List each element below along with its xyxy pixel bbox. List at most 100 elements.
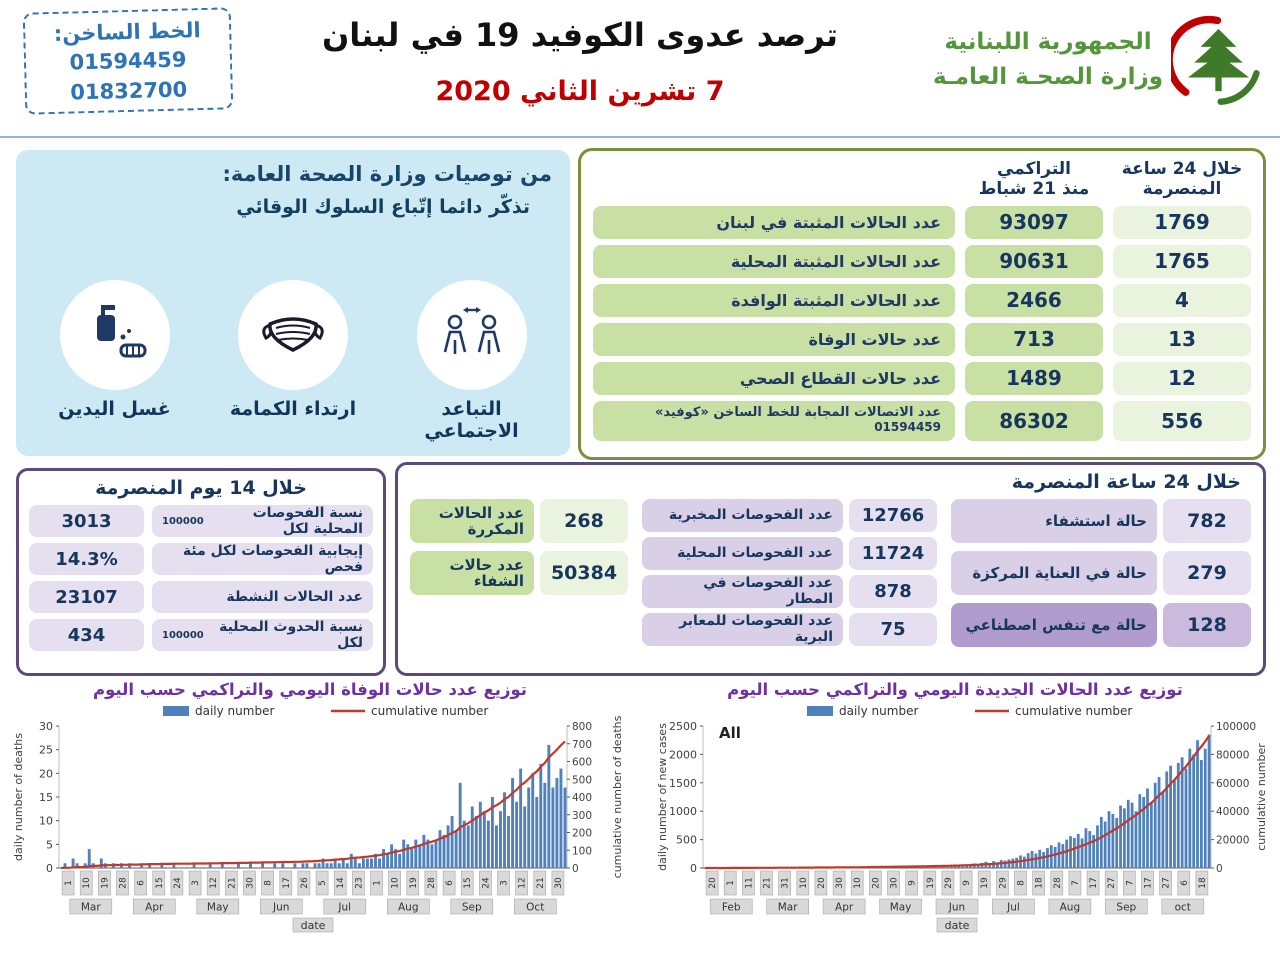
svg-text:Oct: Oct [526, 902, 544, 914]
row-label: عدد الحالات المثبتة الوافدة [593, 283, 955, 317]
last-24-hours-box: خلال 24 ساعة المنصرمة 782 حالة استشفاء 2… [395, 462, 1266, 676]
svg-text:1: 1 [726, 880, 736, 886]
stat-value: 279 [1163, 551, 1251, 595]
stat-value: 268 [540, 499, 628, 543]
stat-value: 50384 [540, 551, 628, 595]
recommendations-icons: غسل اليدين ارتداء الكمامة [16, 280, 570, 442]
stat-row: 128 حالة مع تنفس اصطناعي [951, 603, 1251, 647]
value-24h: 556 [1113, 400, 1251, 441]
svg-text:Jul: Jul [1006, 902, 1020, 914]
svg-text:0: 0 [690, 862, 697, 875]
stat-value: 128 [1163, 603, 1251, 647]
distancing-circle [416, 280, 527, 390]
last-14-days-box: خلال 14 يوم المنصرمة نسبة الفحوصات المحل… [16, 468, 386, 676]
svg-text:1: 1 [373, 880, 383, 886]
svg-text:8: 8 [264, 880, 274, 886]
last-14-days-title: خلال 14 يوم المنصرمة [95, 477, 307, 499]
svg-text:30: 30 [835, 877, 845, 889]
stat-value: 3013 [29, 505, 144, 537]
svg-text:6: 6 [137, 880, 147, 886]
svg-text:19: 19 [926, 877, 936, 889]
stat-value: 14.3% [29, 543, 144, 575]
svg-text:17: 17 [1144, 877, 1154, 888]
svg-text:24: 24 [481, 877, 491, 889]
svg-text:30: 30 [39, 720, 53, 733]
svg-text:30: 30 [890, 877, 900, 889]
stat-label: نسبة الفحوصات المحلية لكل 100000 [152, 505, 373, 537]
svg-text:18: 18 [1198, 877, 1208, 889]
stat-label: حالة في العناية المركزة [951, 551, 1157, 595]
svg-text:500: 500 [572, 774, 592, 786]
svg-text:May: May [890, 902, 912, 914]
svg-text:All: All [719, 724, 741, 742]
hotline-title: الخط الساخن: [53, 18, 201, 46]
recovery-group: 268 عدد الحالات المكررة 50384 عدد حالات … [410, 499, 628, 595]
svg-text:Jul: Jul [337, 902, 351, 914]
hotline-number-2: 01832700 [70, 77, 188, 105]
svg-text:500: 500 [676, 834, 697, 847]
svg-text:700: 700 [572, 739, 592, 751]
stat-value: 75 [849, 613, 937, 646]
stat-label: عدد الحالات النشطة [152, 581, 373, 613]
svg-text:15: 15 [463, 877, 473, 888]
svg-text:12: 12 [518, 877, 528, 888]
value-cumulative: 93097 [965, 205, 1103, 239]
last-24-hours-body: 782 حالة استشفاء 279 حالة في العناية الم… [410, 499, 1251, 647]
row-label: عدد حالات الوفاة [593, 322, 955, 356]
hospitalization-group: 782 حالة استشفاء 279 حالة في العناية الم… [951, 499, 1251, 647]
svg-text:cumulative number: cumulative number [1015, 704, 1132, 718]
handwash-circle [59, 280, 170, 390]
svg-text:17: 17 [1089, 877, 1099, 888]
svg-text:0: 0 [46, 862, 53, 875]
svg-text:14: 14 [336, 877, 346, 889]
svg-text:20: 20 [871, 877, 881, 889]
table-row: 1769 93097 عدد الحالات المثبتة في لبنان [593, 205, 1251, 239]
svg-text:cumulative number: cumulative number [1255, 743, 1268, 851]
stat-label: عدد الحالات المكررة [410, 499, 534, 543]
svg-text:3: 3 [191, 880, 201, 886]
cases-summary-table: خلال 24 ساعة المنصرمة التراكمي منذ 21 شب… [578, 148, 1266, 460]
col-header-cumulative: التراكمي منذ 21 شباط [978, 159, 1090, 200]
distancing-label: التباعد الاجتماعي [424, 398, 519, 442]
value-24h: 1765 [1113, 244, 1251, 278]
svg-text:80000: 80000 [1216, 749, 1249, 761]
svg-text:31: 31 [781, 877, 791, 888]
stat-label: إيجابية الفحوصات لكل مئة فحص [152, 543, 373, 575]
stat-row: 12766 عدد الفحوصات المخبرية [642, 499, 937, 532]
svg-text:28: 28 [119, 877, 129, 889]
svg-text:0: 0 [572, 863, 579, 875]
svg-text:18: 18 [1035, 877, 1045, 889]
ministry-line2: وزارة الصحـة العامـة [932, 63, 1163, 90]
svg-text:date: date [945, 919, 970, 932]
svg-text:21: 21 [763, 877, 773, 888]
table-row: 13 713 عدد حالات الوفاة [593, 322, 1251, 356]
cases-chart-title: توزيع عدد الحالات الجديدة اليومي والتراك… [727, 680, 1183, 699]
svg-text:200: 200 [572, 828, 592, 840]
svg-text:27: 27 [1107, 877, 1117, 888]
svg-text:Mar: Mar [778, 902, 798, 914]
svg-text:21: 21 [536, 877, 546, 888]
stat-value: 23107 [29, 581, 144, 613]
svg-text:Apr: Apr [835, 902, 854, 914]
svg-text:24: 24 [173, 877, 183, 889]
svg-text:100000: 100000 [1216, 721, 1256, 733]
svg-text:daily number: daily number [839, 704, 918, 718]
svg-text:9: 9 [962, 880, 972, 886]
svg-text:20000: 20000 [1216, 835, 1249, 847]
stat-value: 782 [1163, 499, 1251, 543]
svg-text:20: 20 [817, 877, 827, 889]
mask-label: ارتداء الكمامة [229, 398, 357, 420]
svg-text:20: 20 [39, 767, 53, 780]
last-24-hours-title: خلال 24 ساعة المنصرمة [1011, 471, 1241, 493]
stat-row: 782 حالة استشفاء [951, 499, 1251, 543]
svg-text:19: 19 [409, 877, 419, 889]
svg-text:Mar: Mar [81, 902, 101, 914]
svg-text:daily number of new cases: daily number of new cases [656, 723, 669, 871]
cases-chart: 0 500 1000 1500 2000 2500 0 20000 40000 60000 8000… [656, 704, 1268, 933]
svg-text:cumulative number: cumulative number [371, 704, 488, 718]
svg-text:2500: 2500 [669, 720, 697, 733]
stat-label: نسبة الحدوث المحلية لكل 100000 [152, 619, 373, 651]
header-divider [0, 136, 1280, 138]
svg-text:Feb: Feb [722, 902, 741, 914]
stat-row: 75 عدد الفحوصات للمعابر البرية [642, 613, 937, 646]
